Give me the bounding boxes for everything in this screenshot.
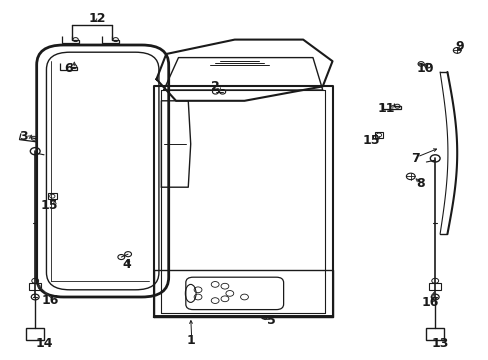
Text: 1: 1 [186, 334, 195, 347]
Bar [428, 283, 440, 290]
Text: 15: 15 [362, 134, 380, 147]
Text: 15: 15 [40, 199, 58, 212]
Text: 4: 4 [122, 258, 131, 271]
Bar [48, 193, 57, 199]
Text: 14: 14 [35, 337, 53, 350]
Bar [426, 328, 443, 340]
Bar [29, 283, 41, 290]
Bar [374, 132, 383, 138]
Text: 12: 12 [89, 12, 106, 24]
Text: 16: 16 [421, 296, 438, 309]
Text: 11: 11 [377, 102, 394, 114]
Text: 8: 8 [415, 177, 424, 190]
Text: 2: 2 [210, 80, 219, 93]
Text: 16: 16 [41, 294, 59, 307]
Text: 6: 6 [64, 62, 73, 75]
Text: 7: 7 [410, 152, 419, 165]
Text: 3: 3 [19, 130, 28, 143]
Bar [26, 328, 44, 340]
Text: 5: 5 [266, 314, 275, 327]
Text: 13: 13 [430, 337, 448, 350]
Text: 9: 9 [454, 40, 463, 53]
Text: 10: 10 [416, 62, 433, 75]
